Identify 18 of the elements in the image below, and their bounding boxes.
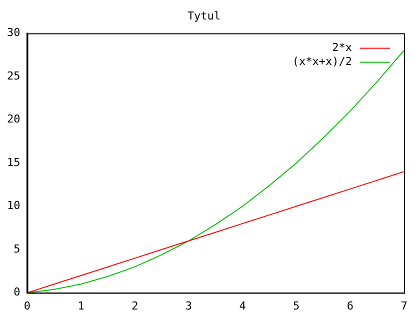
y-tick-label: 20 (6, 112, 20, 126)
chart-title: Tytul (187, 9, 221, 22)
x-tick-label: 4 (239, 299, 246, 312)
x-tick-label: 0 (24, 299, 31, 312)
x-tick-label: 1 (78, 299, 84, 312)
x-tick-label: 3 (185, 299, 192, 312)
y-tick-label: 10 (6, 199, 20, 212)
x-tick-label: 2 (132, 299, 138, 312)
legend-label: 2*x (332, 41, 352, 54)
x-tick-label: 5 (293, 299, 300, 312)
x-tick-label: 7 (400, 299, 408, 312)
legend-label: (x*x+x)/2 (292, 55, 352, 68)
y-tick-label: 25 (6, 69, 20, 82)
y-tick-label: 30 (6, 26, 20, 40)
y-tick-label: 15 (6, 156, 20, 169)
x-tick-label: 6 (346, 299, 354, 312)
y-tick-label: 0 (14, 286, 20, 299)
y-tick-label: 5 (14, 242, 20, 256)
